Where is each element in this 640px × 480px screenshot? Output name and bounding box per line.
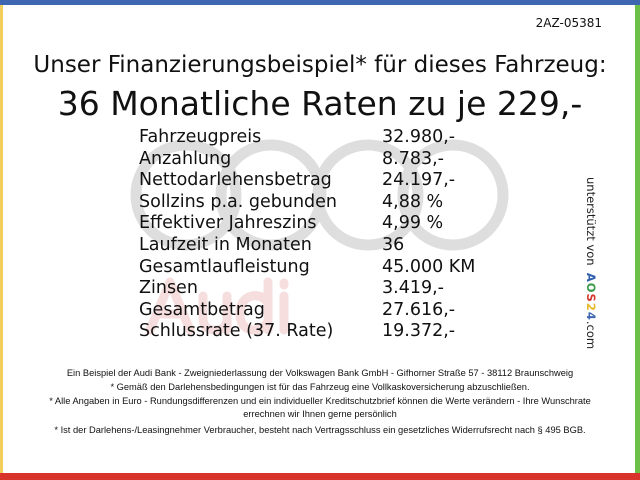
left-border bbox=[0, 5, 3, 475]
subheadline: 36 Monatliche Raten zu je 229,- bbox=[57, 84, 583, 123]
vehicle-code: 2AZ-05381 bbox=[535, 16, 602, 30]
bottom-border bbox=[0, 473, 640, 480]
row-label: Sollzins p.a. gebunden bbox=[139, 191, 338, 212]
right-border bbox=[635, 5, 640, 475]
aos24-logo: AOS24 bbox=[584, 272, 598, 321]
row-value: 36 bbox=[382, 234, 405, 255]
table-row: Gesamtlaufleistung 45.000 KM bbox=[139, 257, 475, 279]
table-row: Sollzins p.a. gebunden 4,88 % bbox=[139, 192, 475, 214]
footnote: Ein Beispiel der Audi Bank - Zweignieder… bbox=[66, 368, 574, 378]
table-row: Effektiver Jahreszins 4,99 % bbox=[139, 213, 475, 235]
footnote: * Ist der Darlehens-/Leasingnehmer Verbr… bbox=[54, 425, 586, 435]
sponsor-prefix: unterstützt von bbox=[584, 177, 598, 266]
row-value: 24.197,- bbox=[382, 170, 456, 191]
sponsor-suffix: .com bbox=[584, 320, 598, 350]
table-row: Anzahlung 8.783,- bbox=[139, 149, 475, 171]
row-label: Schlussrate (37. Rate) bbox=[139, 321, 334, 342]
row-label: Fahrzeugpreis bbox=[139, 127, 262, 147]
row-label: Nettodarlehensbetrag bbox=[139, 170, 332, 191]
table-row: Gesamtbetrag 27.616,- bbox=[139, 300, 475, 322]
footnotes: Ein Beispiel der Audi Bank - Zweignieder… bbox=[40, 367, 600, 438]
table-row: Laufzeit in Monaten 36 bbox=[139, 235, 475, 257]
footnote: * Alle Angaben in Euro - Rundungsdiffere… bbox=[49, 396, 591, 419]
row-value: 4,88 % bbox=[382, 191, 444, 212]
headline: Unser Finanzierungsbeispiel* für dieses … bbox=[33, 52, 607, 78]
row-value: 27.616,- bbox=[382, 299, 456, 320]
audi-rings-icon bbox=[130, 139, 509, 251]
row-value: 19.372,- bbox=[382, 321, 456, 342]
footnote: * Gemäß den Darlehensbedingungen ist für… bbox=[110, 382, 530, 392]
table-row: Fahrzeugpreis 32.980,- bbox=[139, 127, 475, 149]
financing-table: Fahrzeugpreis 32.980,- Anzahlung 8.783,- N… bbox=[139, 127, 475, 343]
row-value: 3.419,- bbox=[382, 278, 444, 299]
row-label: Effektiver Jahreszins bbox=[139, 213, 317, 234]
row-label: Laufzeit in Monaten bbox=[139, 234, 312, 255]
top-border bbox=[0, 0, 640, 5]
row-value: 45.000 KM bbox=[382, 256, 476, 277]
row-label: Zinsen bbox=[139, 278, 198, 299]
table-row: Zinsen 3.419,- bbox=[139, 278, 475, 300]
table-row: Schlussrate (37. Rate) 19.372,- bbox=[139, 321, 475, 343]
row-label: Gesamtbetrag bbox=[139, 299, 265, 320]
table-row: Nettodarlehensbetrag 24.197,- bbox=[139, 170, 475, 192]
audi-lettering-graphic bbox=[145, 277, 289, 335]
row-value: 32.980,- bbox=[382, 127, 456, 147]
row-value: 8.783,- bbox=[382, 148, 444, 169]
row-label: Gesamtlaufleistung bbox=[139, 256, 310, 277]
sponsor-credit: unterstützt von AOS24.com bbox=[584, 177, 598, 349]
row-label: Anzahlung bbox=[139, 148, 232, 169]
row-value: 4,99 % bbox=[382, 213, 444, 234]
